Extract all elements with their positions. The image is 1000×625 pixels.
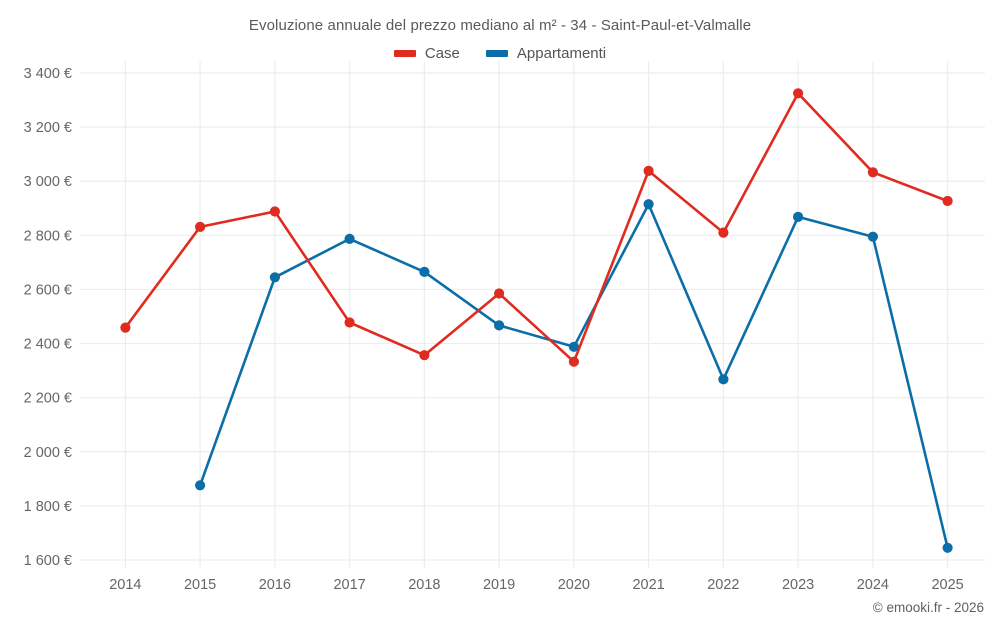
data-point-appartamenti-2024[interactable] [867,231,879,242]
x-axis-tick-label: 2020 [558,577,590,593]
data-point-case-2017[interactable] [344,317,355,328]
data-point-case-2016[interactable] [269,206,280,217]
data-point-appartamenti-2021[interactable] [643,199,654,210]
y-axis-tick-label: 3 200 € [24,120,72,136]
data-point-appartamenti-2020[interactable] [568,341,580,352]
y-axis-tick-label: 2 800 € [24,228,72,244]
data-point-case-2019[interactable] [494,288,505,299]
y-axis-tick-label: 2 000 € [24,445,72,461]
x-axis-tick-label: 2019 [483,577,515,593]
x-axis-tick-label: 2023 [782,577,814,593]
data-point-appartamenti-2022[interactable] [718,374,729,385]
data-point-case-2025[interactable] [942,195,953,207]
data-point-case-2024[interactable] [867,167,879,178]
y-axis-tick-label: 2 200 € [24,391,72,407]
y-axis-tick-label: 2 400 € [24,337,72,353]
chart-legend: Case Appartamenti [0,45,1000,62]
x-axis-tick-label: 2014 [109,577,141,593]
data-point-case-2018[interactable] [419,350,430,361]
data-point-case-2020[interactable] [568,356,580,367]
credit-text: © emooki.fr - 2026 [872,600,984,615]
data-point-appartamenti-2017[interactable] [344,233,355,244]
x-axis-tick-label: 2025 [931,577,963,593]
data-point-appartamenti-2025[interactable] [942,542,953,553]
legend-item-appartamenti[interactable]: Appartamenti [485,45,607,62]
legend-label-appartamenti: Appartamenti [516,45,607,62]
y-axis-tick-label: 1 600 € [24,553,72,569]
legend-item-case[interactable]: Case [393,45,460,62]
x-axis-tick-label: 2015 [184,577,216,593]
data-point-case-2021[interactable] [643,165,654,176]
y-axis-tick-label: 3 400 € [24,66,72,82]
x-axis-tick-label: 2017 [333,577,365,593]
x-axis-tick-label: 2024 [857,577,889,593]
y-axis-tick-label: 2 600 € [24,282,72,298]
y-axis-tick-label: 3 000 € [24,174,72,190]
data-point-appartamenti-2018[interactable] [419,266,430,277]
data-point-case-2022[interactable] [718,227,729,238]
data-point-case-2023[interactable] [793,88,804,99]
data-point-appartamenti-2023[interactable] [793,211,804,222]
data-point-appartamenti-2016[interactable] [269,272,280,283]
x-axis-tick-label: 2018 [408,577,440,593]
x-axis-tick-label: 2016 [259,577,291,593]
data-point-case-2014[interactable] [120,322,131,333]
series-line-case [124,92,949,363]
x-axis-tick-label: 2021 [632,577,664,593]
legend-swatch-case [393,50,416,57]
legend-swatch-appartamenti [485,50,508,57]
legend-label-case: Case [424,45,460,62]
data-point-appartamenti-2019[interactable] [494,320,505,331]
data-point-appartamenti-2015[interactable] [195,480,206,491]
x-axis-tick-label: 2022 [707,577,739,593]
chart-title: Evoluzione annuale del prezzo mediano al… [248,17,752,34]
y-axis-tick-label: 1 800 € [24,499,72,515]
data-point-case-2015[interactable] [195,221,206,232]
